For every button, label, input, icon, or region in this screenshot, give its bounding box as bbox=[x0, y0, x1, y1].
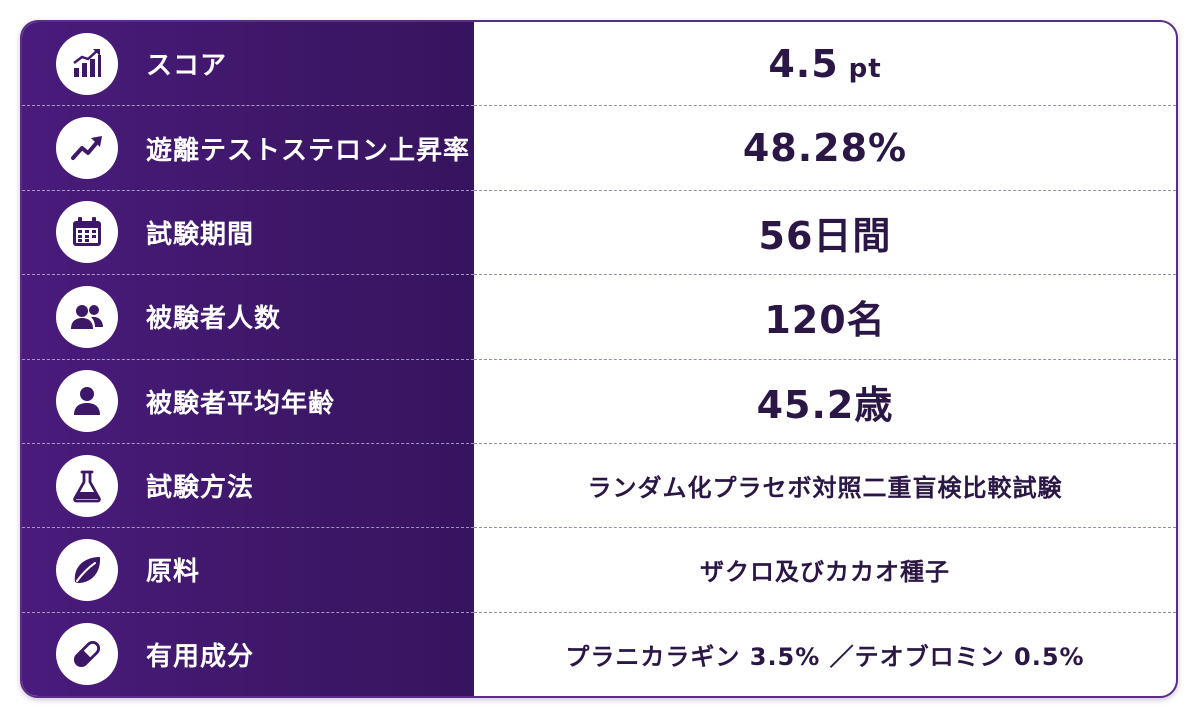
spec-table: スコア 遊離テストステロン上昇率 bbox=[20, 20, 1178, 698]
label-row-method: 試験方法 bbox=[22, 444, 474, 529]
label-row-age: 被験者平均年齢 bbox=[22, 360, 474, 444]
label-testosterone: 遊離テストステロン上昇率 bbox=[146, 135, 471, 166]
label-row-material: 原料 bbox=[22, 528, 474, 613]
label-subjects: 被験者人数 bbox=[146, 304, 282, 335]
label-method: 試験方法 bbox=[146, 473, 255, 504]
label-row-score: スコア bbox=[22, 22, 474, 107]
value-row-ingredients: プラニカラギン 3.5% ／テオブロミン 0.5% bbox=[474, 613, 1176, 696]
value-testosterone: 48.28% bbox=[742, 126, 908, 171]
people-icon bbox=[56, 285, 118, 348]
label-material: 原料 bbox=[146, 557, 201, 588]
label-age: 被験者平均年齢 bbox=[146, 388, 336, 419]
capsule-icon bbox=[56, 623, 118, 686]
calendar-icon bbox=[56, 201, 118, 264]
leaf-icon bbox=[56, 538, 118, 601]
value-row-score: 4.5 pt bbox=[474, 22, 1176, 107]
label-row-period: 試験期間 bbox=[22, 191, 474, 276]
label-column: スコア 遊離テストステロン上昇率 bbox=[22, 22, 474, 696]
value-row-material: ザクロ及びカカオ種子 bbox=[474, 528, 1176, 613]
value-subjects: 120名 bbox=[764, 298, 886, 343]
label-ingredients: 有用成分 bbox=[146, 641, 255, 672]
label-score: スコア bbox=[146, 51, 228, 82]
value-ingredients: プラニカラギン 3.5% ／テオブロミン 0.5% bbox=[565, 642, 1085, 671]
value-row-testosterone: 48.28% bbox=[474, 106, 1176, 191]
value-row-age: 45.2歳 bbox=[474, 360, 1176, 444]
value-column: 4.5 pt 48.28% 56日間 120名 45.2歳 ランダム化プラセボ対照… bbox=[474, 22, 1176, 696]
value-row-period: 56日間 bbox=[474, 191, 1176, 276]
flask-icon bbox=[56, 454, 118, 517]
trend-up-icon bbox=[56, 117, 118, 180]
value-material: ザクロ及びカカオ種子 bbox=[700, 558, 950, 587]
value-row-subjects: 120名 bbox=[474, 275, 1176, 360]
person-icon bbox=[56, 370, 118, 433]
value-period: 56日間 bbox=[758, 213, 892, 258]
label-period: 試験期間 bbox=[146, 219, 255, 250]
value-age: 45.2歳 bbox=[756, 382, 894, 427]
bar-chart-up-icon bbox=[56, 32, 118, 95]
value-method: ランダム化プラセボ対照二重盲検比較試験 bbox=[587, 474, 1063, 503]
value-score: 4.5 pt bbox=[768, 41, 882, 86]
label-row-ingredients: 有用成分 bbox=[22, 613, 474, 696]
value-row-method: ランダム化プラセボ対照二重盲検比較試験 bbox=[474, 444, 1176, 529]
label-row-subjects: 被験者人数 bbox=[22, 275, 474, 360]
label-row-testosterone: 遊離テストステロン上昇率 bbox=[22, 106, 474, 191]
value-score-unit: pt bbox=[848, 53, 882, 84]
